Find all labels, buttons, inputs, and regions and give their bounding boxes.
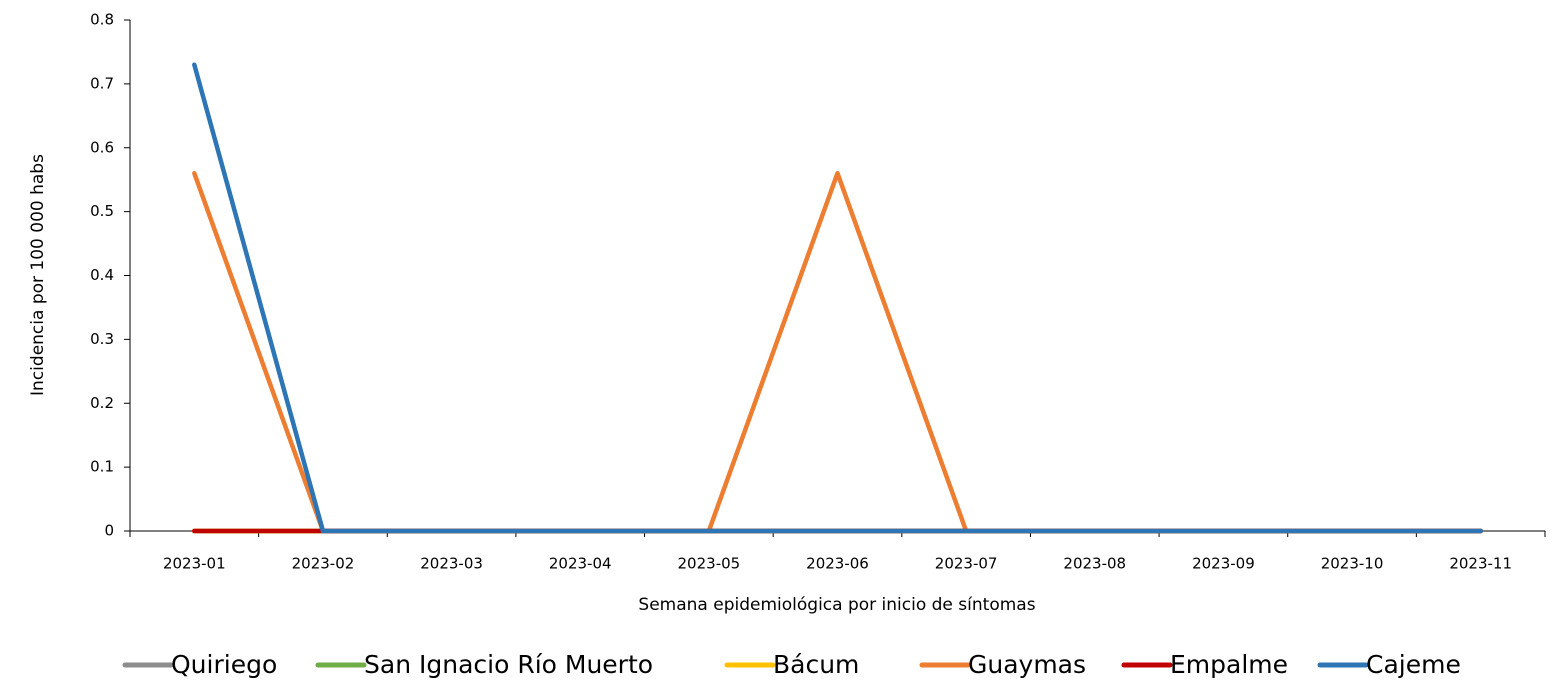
y-tick-label: 0.6 [90,138,114,156]
x-tick-label: 2023-08 [1063,555,1126,573]
x-tick-label: 2023-05 [678,555,741,573]
legend-label: Quiriego [171,650,277,679]
x-axis-title: Semana epidemiológica por inicio de sínt… [638,595,1035,615]
series-line [192,62,1483,534]
x-tick-label: 2023-03 [420,555,483,573]
legend-label: Bácum [773,650,859,679]
x-tick-label: 2023-09 [1192,555,1255,573]
x-tick-label: 2023-02 [292,555,355,573]
y-tick-label: 0.4 [90,266,114,284]
y-tick-label: 0.2 [90,394,114,412]
y-tick-label: 0.7 [90,74,114,92]
legend-label: Guaymas [968,650,1086,679]
legend-label: Cajeme [1366,650,1461,679]
y-axis-title: Incidencia por 100 000 habs [28,154,48,396]
y-tick-label: 0.3 [90,330,114,348]
y-tick-label: 0.8 [90,11,114,29]
x-tick-label: 2023-06 [806,555,869,573]
y-tick-label: 0.1 [90,458,114,476]
series-line [192,171,1483,534]
x-tick-label: 2023-07 [935,555,998,573]
x-tick-label: 2023-11 [1449,555,1512,573]
x-tick-label: 2023-01 [163,555,226,573]
x-tick-label: 2023-04 [549,555,612,573]
legend-label: San Ignacio Río Muerto [364,650,653,679]
x-tick-label: 2023-10 [1321,555,1384,573]
legend-label: Empalme [1170,650,1288,679]
y-tick-label: 0 [104,522,114,540]
y-tick-label: 0.5 [90,202,114,220]
